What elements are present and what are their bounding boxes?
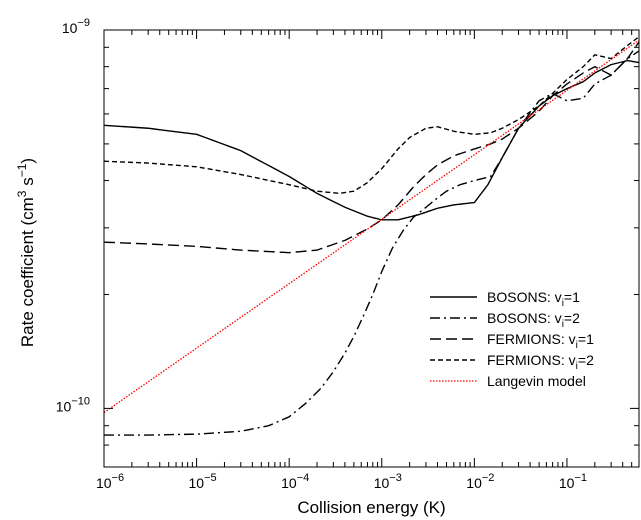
y-tick-label: 10−10 — [56, 395, 90, 414]
legend-label-1: BOSONS: vi=1 — [487, 289, 580, 309]
axis-ticks — [103, 29, 640, 468]
x-tick-label: 10−5 — [189, 472, 217, 491]
series-line-4 — [104, 36, 639, 195]
y-axis-label: Rate coefficient (cm3 s−1) — [15, 158, 37, 347]
plot-curves — [104, 36, 639, 436]
x-tick-label: 10−4 — [281, 472, 309, 491]
x-tick-label: 10−3 — [374, 472, 402, 491]
legend-label-3: FERMIONS: vi=1 — [487, 331, 594, 351]
series-line-1 — [104, 59, 639, 221]
series-line-3 — [104, 41, 639, 254]
x-tick-label: 10−2 — [466, 472, 494, 491]
series-line-2 — [104, 50, 639, 436]
legend-label-4: FERMIONS: vi=2 — [487, 352, 594, 372]
legend-label-2: BOSONS: vi=2 — [487, 310, 580, 330]
tick-labels: 10−6 10−5 10−4 10−3 10−2 10−1 10−10 10−9 — [56, 17, 587, 491]
plot-frame — [103, 29, 640, 468]
y-tick-label: 10−9 — [62, 17, 90, 36]
x-axis-label: Collision energy (K) — [297, 498, 445, 517]
series-line-5 — [104, 39, 639, 414]
x-tick-label: 10−6 — [96, 472, 124, 491]
x-tick-label: 10−1 — [559, 472, 587, 491]
legend-label-5: Langevin model — [487, 373, 586, 389]
